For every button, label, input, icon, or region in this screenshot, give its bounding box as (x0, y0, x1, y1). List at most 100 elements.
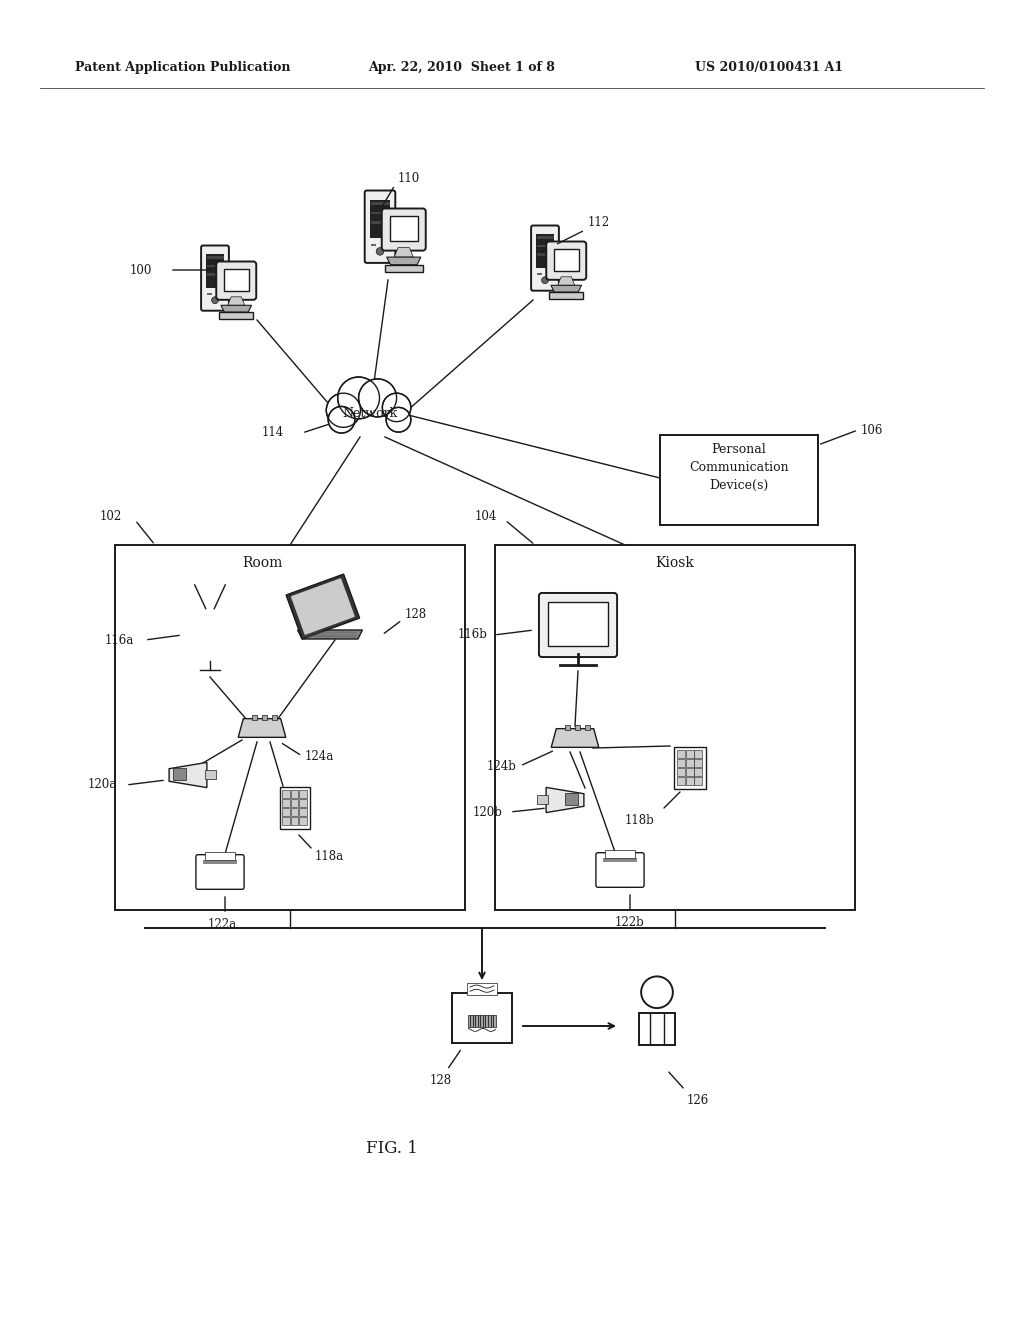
Bar (536, 235, 554, 268)
Polygon shape (292, 579, 354, 634)
Bar (694, 759, 702, 767)
Text: 106: 106 (861, 424, 884, 437)
Circle shape (338, 378, 380, 418)
Text: Device(s): Device(s) (710, 479, 769, 492)
Bar (291, 808, 298, 816)
Bar (537, 244, 554, 247)
Bar (549, 292, 584, 298)
Polygon shape (298, 630, 362, 639)
Text: 112: 112 (588, 215, 610, 228)
Bar (203, 861, 237, 863)
Polygon shape (286, 574, 359, 639)
Bar (207, 264, 223, 267)
Text: 102: 102 (100, 511, 122, 524)
Text: 118a: 118a (315, 850, 344, 862)
Bar (565, 725, 570, 730)
Text: 100: 100 (130, 264, 153, 276)
Circle shape (376, 248, 384, 255)
Text: 124b: 124b (487, 759, 517, 772)
Bar (223, 269, 249, 290)
Bar (554, 248, 579, 271)
Polygon shape (221, 305, 252, 312)
Bar (467, 983, 498, 995)
Bar (219, 312, 253, 319)
Bar (686, 768, 693, 776)
Circle shape (542, 277, 549, 284)
FancyBboxPatch shape (596, 853, 644, 887)
Bar (605, 850, 635, 858)
Circle shape (212, 297, 218, 304)
Circle shape (641, 977, 673, 1008)
Bar (299, 799, 307, 808)
Polygon shape (169, 763, 207, 788)
Bar (291, 799, 298, 808)
Bar (180, 609, 240, 661)
FancyBboxPatch shape (382, 209, 426, 251)
Bar (677, 759, 685, 767)
FancyBboxPatch shape (196, 855, 244, 890)
Text: Patent Application Publication: Patent Application Publication (75, 62, 291, 74)
Bar (299, 791, 307, 799)
Bar (262, 715, 267, 719)
Bar (184, 612, 236, 656)
Bar (283, 808, 290, 816)
Polygon shape (239, 718, 286, 738)
Polygon shape (227, 297, 245, 305)
Bar (283, 799, 290, 808)
Bar (291, 817, 298, 825)
Bar (694, 768, 702, 776)
Bar (207, 293, 212, 296)
FancyBboxPatch shape (365, 190, 395, 263)
Bar (603, 858, 637, 862)
Bar (694, 777, 702, 785)
Bar (283, 791, 290, 799)
Bar (272, 715, 278, 719)
Bar (291, 791, 298, 799)
FancyBboxPatch shape (531, 226, 559, 290)
Bar (370, 201, 390, 238)
Text: 110: 110 (398, 172, 420, 185)
Circle shape (358, 379, 396, 417)
Bar (538, 273, 542, 275)
Bar (453, 994, 512, 1043)
FancyBboxPatch shape (539, 593, 617, 657)
Bar (280, 787, 310, 829)
Bar (565, 793, 579, 805)
Polygon shape (546, 788, 584, 813)
Bar (639, 1014, 675, 1045)
Bar (468, 1015, 496, 1027)
Text: 124a: 124a (305, 750, 334, 763)
FancyBboxPatch shape (546, 242, 587, 280)
Bar (372, 244, 376, 246)
Bar (694, 750, 702, 758)
Polygon shape (551, 285, 582, 292)
Bar (686, 759, 693, 767)
Polygon shape (394, 248, 414, 257)
Bar (115, 545, 465, 909)
Bar (371, 211, 389, 214)
Text: 128: 128 (406, 609, 427, 622)
Ellipse shape (332, 396, 408, 434)
Bar (585, 725, 590, 730)
Text: Network: Network (342, 407, 397, 420)
Bar (538, 795, 548, 804)
Bar (173, 768, 186, 780)
Text: 118b: 118b (625, 813, 654, 826)
Text: 120b: 120b (473, 805, 503, 818)
Bar (677, 750, 685, 758)
Bar (389, 216, 418, 242)
Bar (205, 851, 236, 861)
Text: 114: 114 (262, 426, 285, 440)
Polygon shape (387, 257, 421, 265)
Bar (686, 750, 693, 758)
Text: Apr. 22, 2010  Sheet 1 of 8: Apr. 22, 2010 Sheet 1 of 8 (368, 62, 555, 74)
Circle shape (327, 393, 360, 428)
FancyBboxPatch shape (216, 261, 256, 300)
Text: Communication: Communication (689, 461, 788, 474)
Bar (575, 725, 581, 730)
Polygon shape (551, 729, 599, 747)
Circle shape (382, 393, 411, 421)
Bar (252, 715, 257, 719)
Bar (495, 545, 855, 909)
Bar (205, 770, 216, 779)
